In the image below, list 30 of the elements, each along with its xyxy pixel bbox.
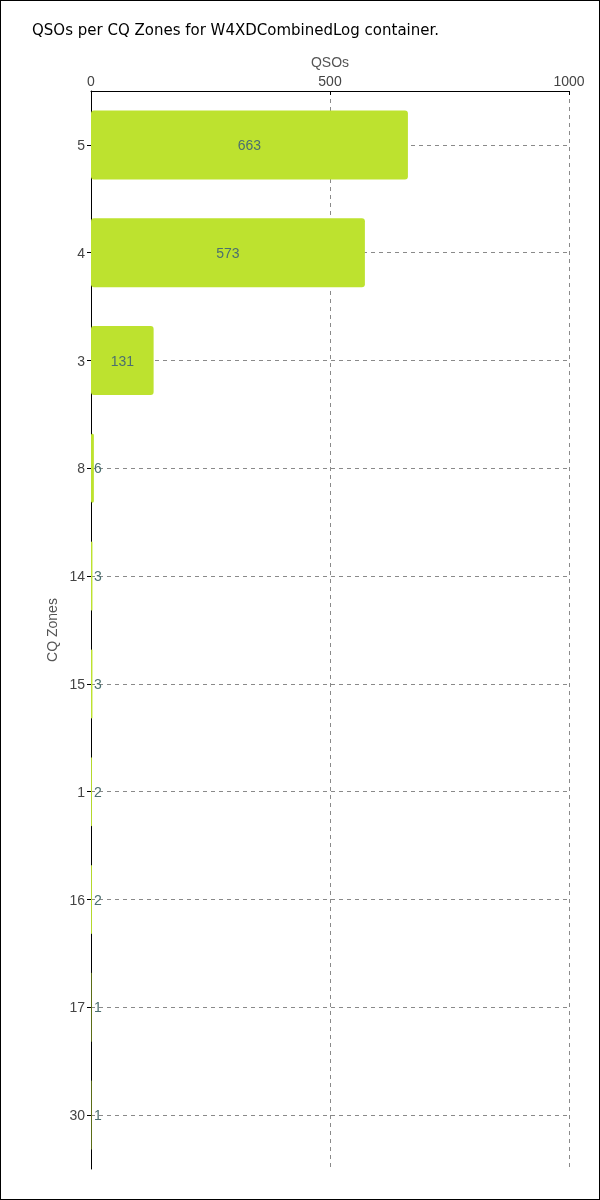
bar: [91, 218, 365, 288]
bar: [91, 433, 94, 503]
y-tick-label: 4: [77, 244, 86, 261]
y-tick-label: 17: [69, 999, 86, 1016]
bar: [91, 110, 408, 180]
x-tick-label: 500: [318, 73, 342, 89]
bar: [91, 326, 154, 395]
data-label: 1: [94, 999, 102, 1016]
data-label: 573: [216, 244, 240, 261]
y-tick-label: 1: [77, 783, 86, 800]
y-tick-label: 14: [69, 568, 86, 585]
y-tick-label: 30: [69, 1107, 86, 1124]
y-axis-title: CQ Zones: [43, 598, 60, 662]
y-tick-label: 15: [69, 675, 86, 692]
data-label: 2: [94, 783, 102, 800]
data-label: 131: [110, 352, 135, 369]
x-tick-label: 1000: [553, 73, 585, 89]
chart-title: QSOs per CQ Zones for W4XDCombinedLog container.: [32, 20, 440, 39]
data-label: 6: [94, 460, 102, 477]
data-label: 3: [94, 675, 102, 692]
y-tick-label: 16: [69, 891, 86, 908]
data-label: 2: [94, 891, 102, 908]
data-label: 663: [237, 136, 262, 153]
y-tick-label: 3: [77, 352, 86, 369]
x-tick-label: 0: [87, 73, 96, 89]
y-tick-label: 8: [77, 460, 86, 477]
data-label: 3: [94, 568, 102, 585]
x-axis-title: QSOs: [310, 54, 350, 70]
data-label: 1: [94, 1107, 102, 1124]
y-tick-label: 5: [77, 136, 86, 153]
